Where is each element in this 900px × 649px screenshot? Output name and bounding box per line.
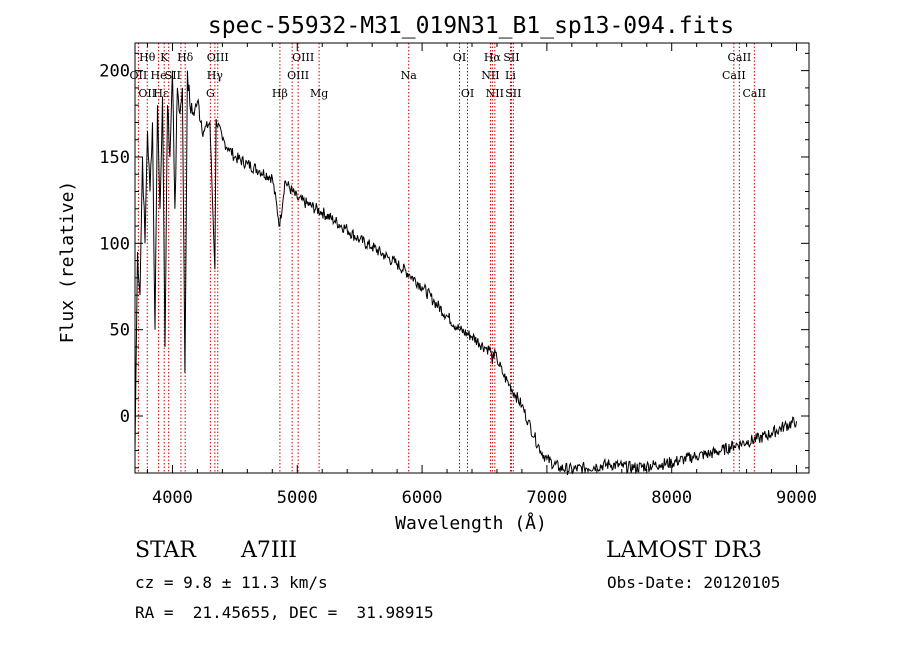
spectral-line-label: OI [453,51,466,64]
survey-label: LAMOST DR3 [606,538,762,563]
x-tick-label: 6000 [402,488,443,508]
redshift-text: cz = 9.8 ± 11.3 km/s [135,573,328,592]
spectral-line-label: G [206,87,215,100]
spectral-line-label: OIII [287,69,309,82]
spectral-line-label: Na [401,69,418,82]
y-tick-label: 200 [99,62,130,82]
spectral-line-label: NII [481,69,499,82]
spectral-line-label: OII [138,87,156,100]
spectral-line-label: Mg [310,87,328,100]
y-tick-label: 150 [99,148,130,168]
spectral-line-label: Hθ [139,51,156,64]
y-tick-label: 50 [110,321,130,341]
spectral-line-label: CaII [728,51,752,64]
x-tick-label: 8000 [651,488,692,508]
x-tick-label: 5000 [277,488,318,508]
spectral-line-label: SII [503,51,519,64]
x-tick-label: 4000 [152,488,193,508]
object-subclass: A7III [241,538,297,563]
flux-series-line [134,70,797,476]
plot-frame [134,42,810,474]
spectral-line-label: SII [505,87,521,100]
spectral-line-label: CaII [722,69,746,82]
spectral-line-label: Hε [153,87,169,100]
y-axis-label: Flux (relative) [57,181,78,344]
spectral-line-label: OIII [207,51,229,64]
spectral-line-label: K [160,51,169,64]
x-tick-label: 7000 [526,488,567,508]
spectral-line-label: Hβ [272,87,288,100]
spectral-line-label: OIII [292,51,314,64]
spectral-line-markers [137,43,755,473]
coordinates-text: RA = 21.45655, DEC = 31.98915 [135,603,434,622]
spectral-line-label: Hα [484,51,502,64]
y-tick-label: 0 [120,407,130,427]
chart-title: spec-55932-M31_019N31_B1_sp13-094.fits [208,13,734,39]
spectral-line-label: CaII [742,87,766,100]
y-axis-ticks: 0 50 100 150 200 [99,52,809,469]
x-tick-label: 9000 [776,488,817,508]
spectral-line-label: Hγ [207,69,224,82]
x-axis-label: Wavelength (Å) [395,512,547,534]
spectral-line-label: He [151,69,167,82]
spectral-line-label: OI [461,87,474,100]
x-axis-ticks: 4000 5000 6000 7000 8000 9000 [146,43,817,508]
spectral-line-label: Hδ [177,51,194,64]
obs-date-text: Obs-Date: 20120105 [607,573,781,592]
y-tick-label: 100 [99,234,130,254]
spectral-line-label: OII [130,69,148,82]
object-class: STAR [135,538,196,563]
spectral-line-label: Li [505,69,516,82]
spectral-line-label: NII [486,87,504,100]
